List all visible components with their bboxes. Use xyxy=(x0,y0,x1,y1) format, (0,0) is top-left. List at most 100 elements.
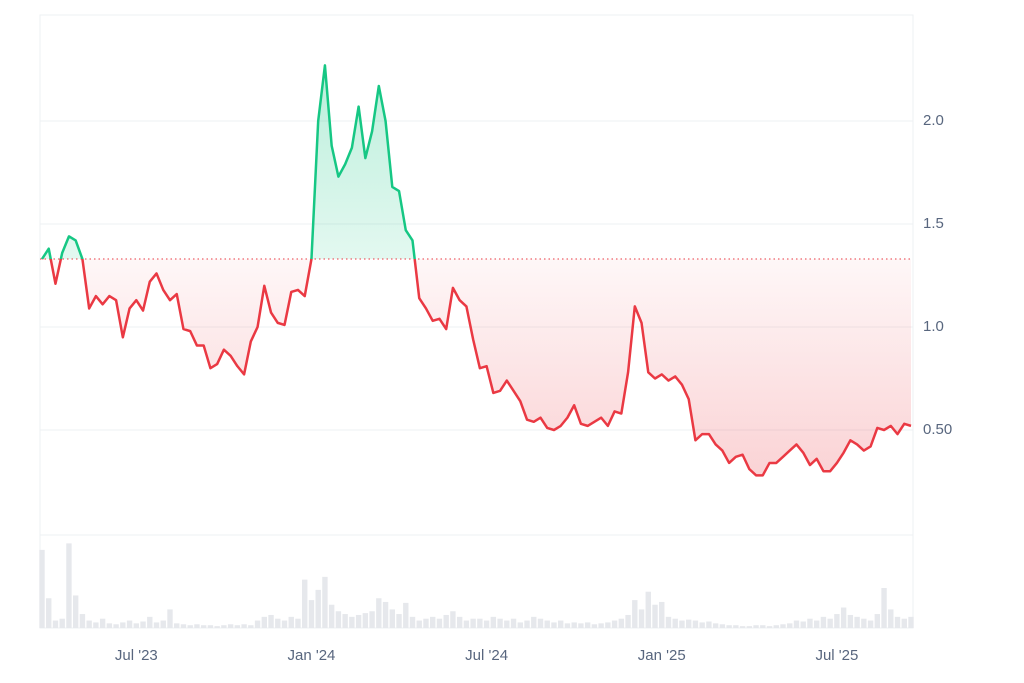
volume-bar xyxy=(881,588,887,628)
volume-bar xyxy=(436,618,443,628)
volume-bar xyxy=(477,618,483,628)
x-tick-label: Jan '24 xyxy=(288,647,336,664)
volume-bar xyxy=(510,618,517,628)
volume-bar xyxy=(490,616,497,628)
volume-bar xyxy=(221,625,227,628)
volume-bar xyxy=(315,589,321,628)
volume-bar xyxy=(611,620,618,628)
volume-bar xyxy=(275,618,281,628)
volume-bar xyxy=(214,626,220,628)
volume-bar xyxy=(733,625,739,628)
x-tick-label: Jul '23 xyxy=(115,647,158,664)
volume-bar xyxy=(632,600,638,628)
volume-bar xyxy=(147,616,153,628)
volume-bar xyxy=(840,607,847,628)
volume-bar xyxy=(652,604,658,628)
volume-bar xyxy=(450,611,456,628)
volume-bar xyxy=(443,614,449,628)
volume-bar xyxy=(403,602,409,628)
x-tick-label: Jul '24 xyxy=(465,647,508,664)
volume-bar xyxy=(335,611,342,628)
price-line xyxy=(40,64,912,477)
volume-bar xyxy=(699,622,705,628)
volume-bar xyxy=(908,616,914,628)
volume-bar xyxy=(308,600,315,628)
volume-bar xyxy=(719,624,726,628)
volume-bar xyxy=(874,614,881,628)
volume-bar xyxy=(39,549,45,628)
volume-bar xyxy=(834,614,840,628)
volume-bar xyxy=(59,618,65,628)
volume-bar xyxy=(598,623,604,628)
volume-bar xyxy=(672,618,678,628)
volume-bar xyxy=(281,620,288,628)
volume-bar xyxy=(571,622,577,628)
x-tick-label: Jan '25 xyxy=(638,647,686,664)
volume-bar xyxy=(389,609,395,628)
volume-bar xyxy=(787,623,793,628)
volume-bar xyxy=(564,623,571,628)
volume-bar xyxy=(793,620,800,628)
volume-bar xyxy=(93,622,99,628)
volume-bar xyxy=(894,616,901,628)
volume-bar xyxy=(665,616,672,628)
volume-bar xyxy=(692,620,699,628)
volume-bar xyxy=(72,595,79,628)
volume-bar xyxy=(605,622,611,628)
volume-bar xyxy=(618,618,625,628)
volume-bar xyxy=(766,626,773,628)
volume-bar xyxy=(584,622,591,628)
volume-bar xyxy=(813,620,820,628)
volume-bar xyxy=(470,618,476,628)
volume-bar xyxy=(504,620,510,628)
volume-bar xyxy=(746,626,753,628)
volume-bar xyxy=(463,620,470,628)
volume-bar xyxy=(207,625,214,628)
volume-bar xyxy=(456,616,463,628)
volume-bar xyxy=(537,618,544,628)
volume-bar xyxy=(416,620,422,628)
volume-bar xyxy=(827,618,833,628)
volume-bar xyxy=(551,622,557,628)
volume-bar xyxy=(773,625,779,628)
volume-bar xyxy=(194,624,200,628)
volume-bar xyxy=(591,624,598,628)
volume-bar xyxy=(362,613,369,628)
volume-bar xyxy=(679,620,685,628)
volume-bar xyxy=(497,618,503,628)
volume-bar xyxy=(248,625,254,628)
volume-bar xyxy=(739,626,746,628)
volume-bar xyxy=(726,625,732,628)
volume-bar xyxy=(888,609,894,628)
volume-bar xyxy=(558,620,564,628)
volume-bar xyxy=(227,624,234,628)
volume-bar xyxy=(686,619,692,628)
volume-bar xyxy=(409,616,416,628)
volume-bar xyxy=(254,620,261,628)
volume-bar xyxy=(349,616,355,628)
y-tick-label: 2.0 xyxy=(923,112,944,129)
volume-bar xyxy=(342,614,348,628)
volume-bar xyxy=(52,620,59,628)
volume-bar xyxy=(140,621,146,628)
volume-bar xyxy=(544,620,550,628)
volume-bar xyxy=(847,614,854,628)
volume-bar xyxy=(531,616,537,628)
volume-bar xyxy=(780,624,786,628)
y-tick-label: 1.0 xyxy=(923,318,944,335)
volume-bar xyxy=(295,618,301,628)
volume-bar xyxy=(160,620,166,628)
volume-bar xyxy=(645,591,651,628)
volume-bar xyxy=(483,620,490,628)
volume-bar xyxy=(382,601,389,628)
y-tick-label: 0.50 xyxy=(923,421,952,438)
volume-bar xyxy=(261,616,267,628)
volume-bar xyxy=(625,614,631,628)
volume-bar xyxy=(66,543,72,628)
volume-bar xyxy=(126,620,133,628)
volume-bar xyxy=(200,625,207,628)
volume-bar xyxy=(174,623,180,628)
volume-bar xyxy=(760,625,766,628)
